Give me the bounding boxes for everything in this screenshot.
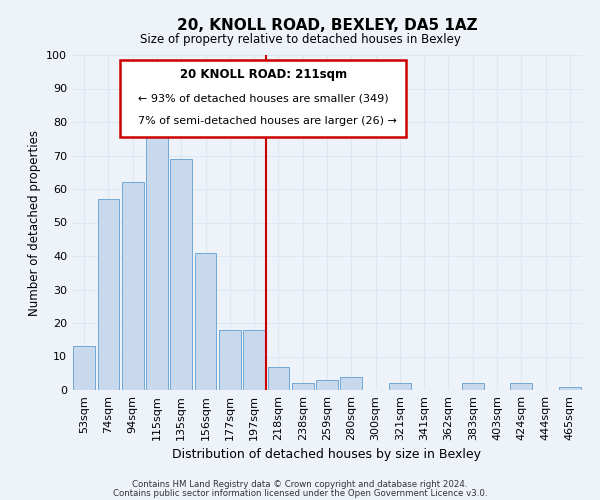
Bar [243,330,265,390]
Text: Size of property relative to detached houses in Bexley: Size of property relative to detached ho… [140,32,460,46]
Text: Contains HM Land Registry data © Crown copyright and database right 2024.: Contains HM Land Registry data © Crown c… [132,480,468,489]
Bar [219,330,241,390]
Bar [389,384,411,390]
Bar [170,159,192,390]
Bar [268,366,289,390]
Bar [194,252,217,390]
Bar [340,376,362,390]
Bar [559,386,581,390]
Bar [146,136,168,390]
Title: 20, KNOLL ROAD, BEXLEY, DA5 1AZ: 20, KNOLL ROAD, BEXLEY, DA5 1AZ [176,18,478,33]
Text: 7% of semi-detached houses are larger (26) →: 7% of semi-detached houses are larger (2… [139,116,397,126]
Bar [292,384,314,390]
Text: ← 93% of detached houses are smaller (349): ← 93% of detached houses are smaller (34… [139,94,389,104]
Y-axis label: Number of detached properties: Number of detached properties [28,130,41,316]
Bar [122,182,143,390]
Bar [462,384,484,390]
Text: 20 KNOLL ROAD: 211sqm: 20 KNOLL ROAD: 211sqm [179,68,347,82]
FancyBboxPatch shape [121,60,406,137]
X-axis label: Distribution of detached houses by size in Bexley: Distribution of detached houses by size … [173,448,482,462]
Bar [511,384,532,390]
Bar [316,380,338,390]
Text: Contains public sector information licensed under the Open Government Licence v3: Contains public sector information licen… [113,488,487,498]
Bar [73,346,95,390]
Bar [97,199,119,390]
